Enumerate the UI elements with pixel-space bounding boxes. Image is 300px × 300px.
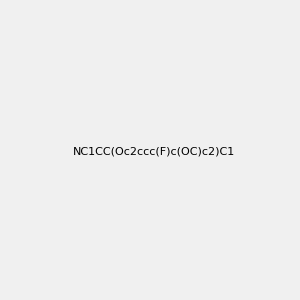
Text: NC1CC(Oc2ccc(F)c(OC)c2)C1: NC1CC(Oc2ccc(F)c(OC)c2)C1 [73, 146, 235, 157]
